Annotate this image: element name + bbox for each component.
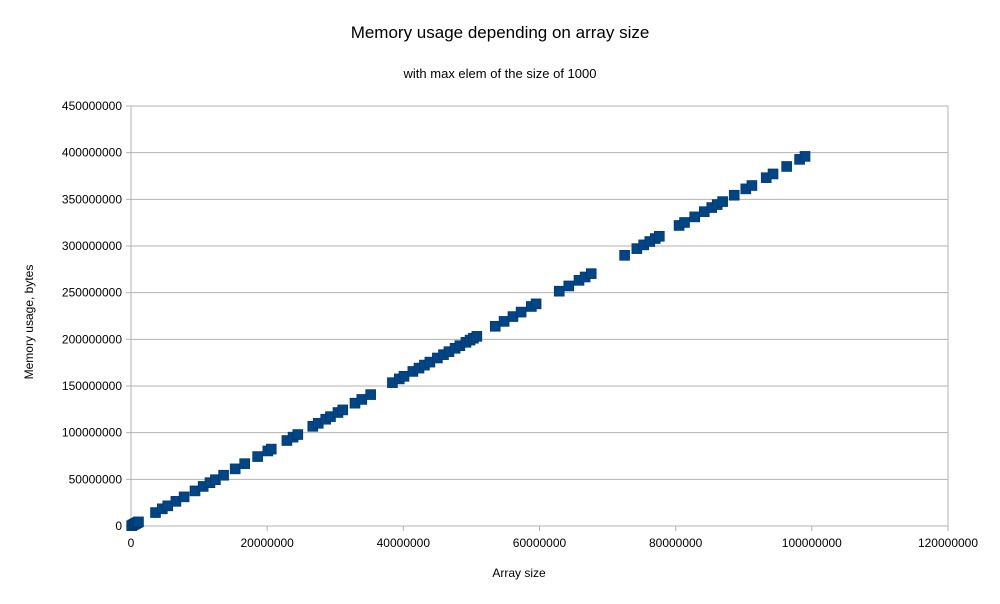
x-tick-label: 0 [128,536,135,550]
y-tick-label: 50000000 [69,472,123,486]
y-tick-label: 250000000 [62,286,122,300]
y-tick-label: 300000000 [62,239,122,253]
data-point [356,394,368,405]
data-points [126,151,811,531]
y-tick-label: 150000000 [62,379,122,393]
data-point [563,280,575,292]
data-point [252,451,263,462]
data-point [799,151,811,162]
tick-labels: 0500000001000000001500000002000000002500… [62,99,978,550]
data-point [337,404,349,416]
y-axis-label: Memory usage, bytes [22,265,36,380]
data-point [239,458,250,469]
data-point [515,306,527,318]
data-point [679,217,690,228]
data-point [398,370,410,382]
x-tick-label: 40000000 [377,536,431,550]
data-point [178,491,190,503]
data-point [133,516,144,528]
y-tick-label: 0 [115,519,122,533]
data-point [767,168,779,180]
x-tick-label: 20000000 [240,536,294,550]
data-point [292,429,304,440]
y-tick-label: 400000000 [62,146,122,160]
data-point [717,196,728,207]
data-point [619,250,630,261]
data-point [265,443,277,455]
y-tick-label: 350000000 [62,192,122,206]
chart-title: Memory usage depending on array size [351,23,650,42]
y-tick-label: 200000000 [62,332,122,346]
data-point [365,389,376,400]
data-point [553,285,565,297]
data-point [689,211,701,223]
data-point [471,331,483,342]
x-axis-label: Array size [492,566,546,580]
data-point [585,268,597,279]
data-point [489,320,501,332]
x-tick-label: 120000000 [918,536,978,550]
axes [126,105,949,531]
data-point [218,469,229,481]
chart-subtitle: with max elem of the size of 1000 [403,66,597,81]
x-tick-label: 80000000 [649,536,703,550]
data-point [530,298,542,310]
data-point [654,230,665,242]
data-point [781,161,792,172]
y-tick-label: 100000000 [62,426,122,440]
x-tick-label: 60000000 [513,536,567,550]
y-tick-label: 450000000 [62,99,122,113]
data-point [498,316,510,327]
grid-lines [131,105,948,527]
data-point [229,463,241,475]
x-tick-label: 100000000 [782,536,842,550]
data-point [728,189,740,201]
data-point [746,180,758,191]
